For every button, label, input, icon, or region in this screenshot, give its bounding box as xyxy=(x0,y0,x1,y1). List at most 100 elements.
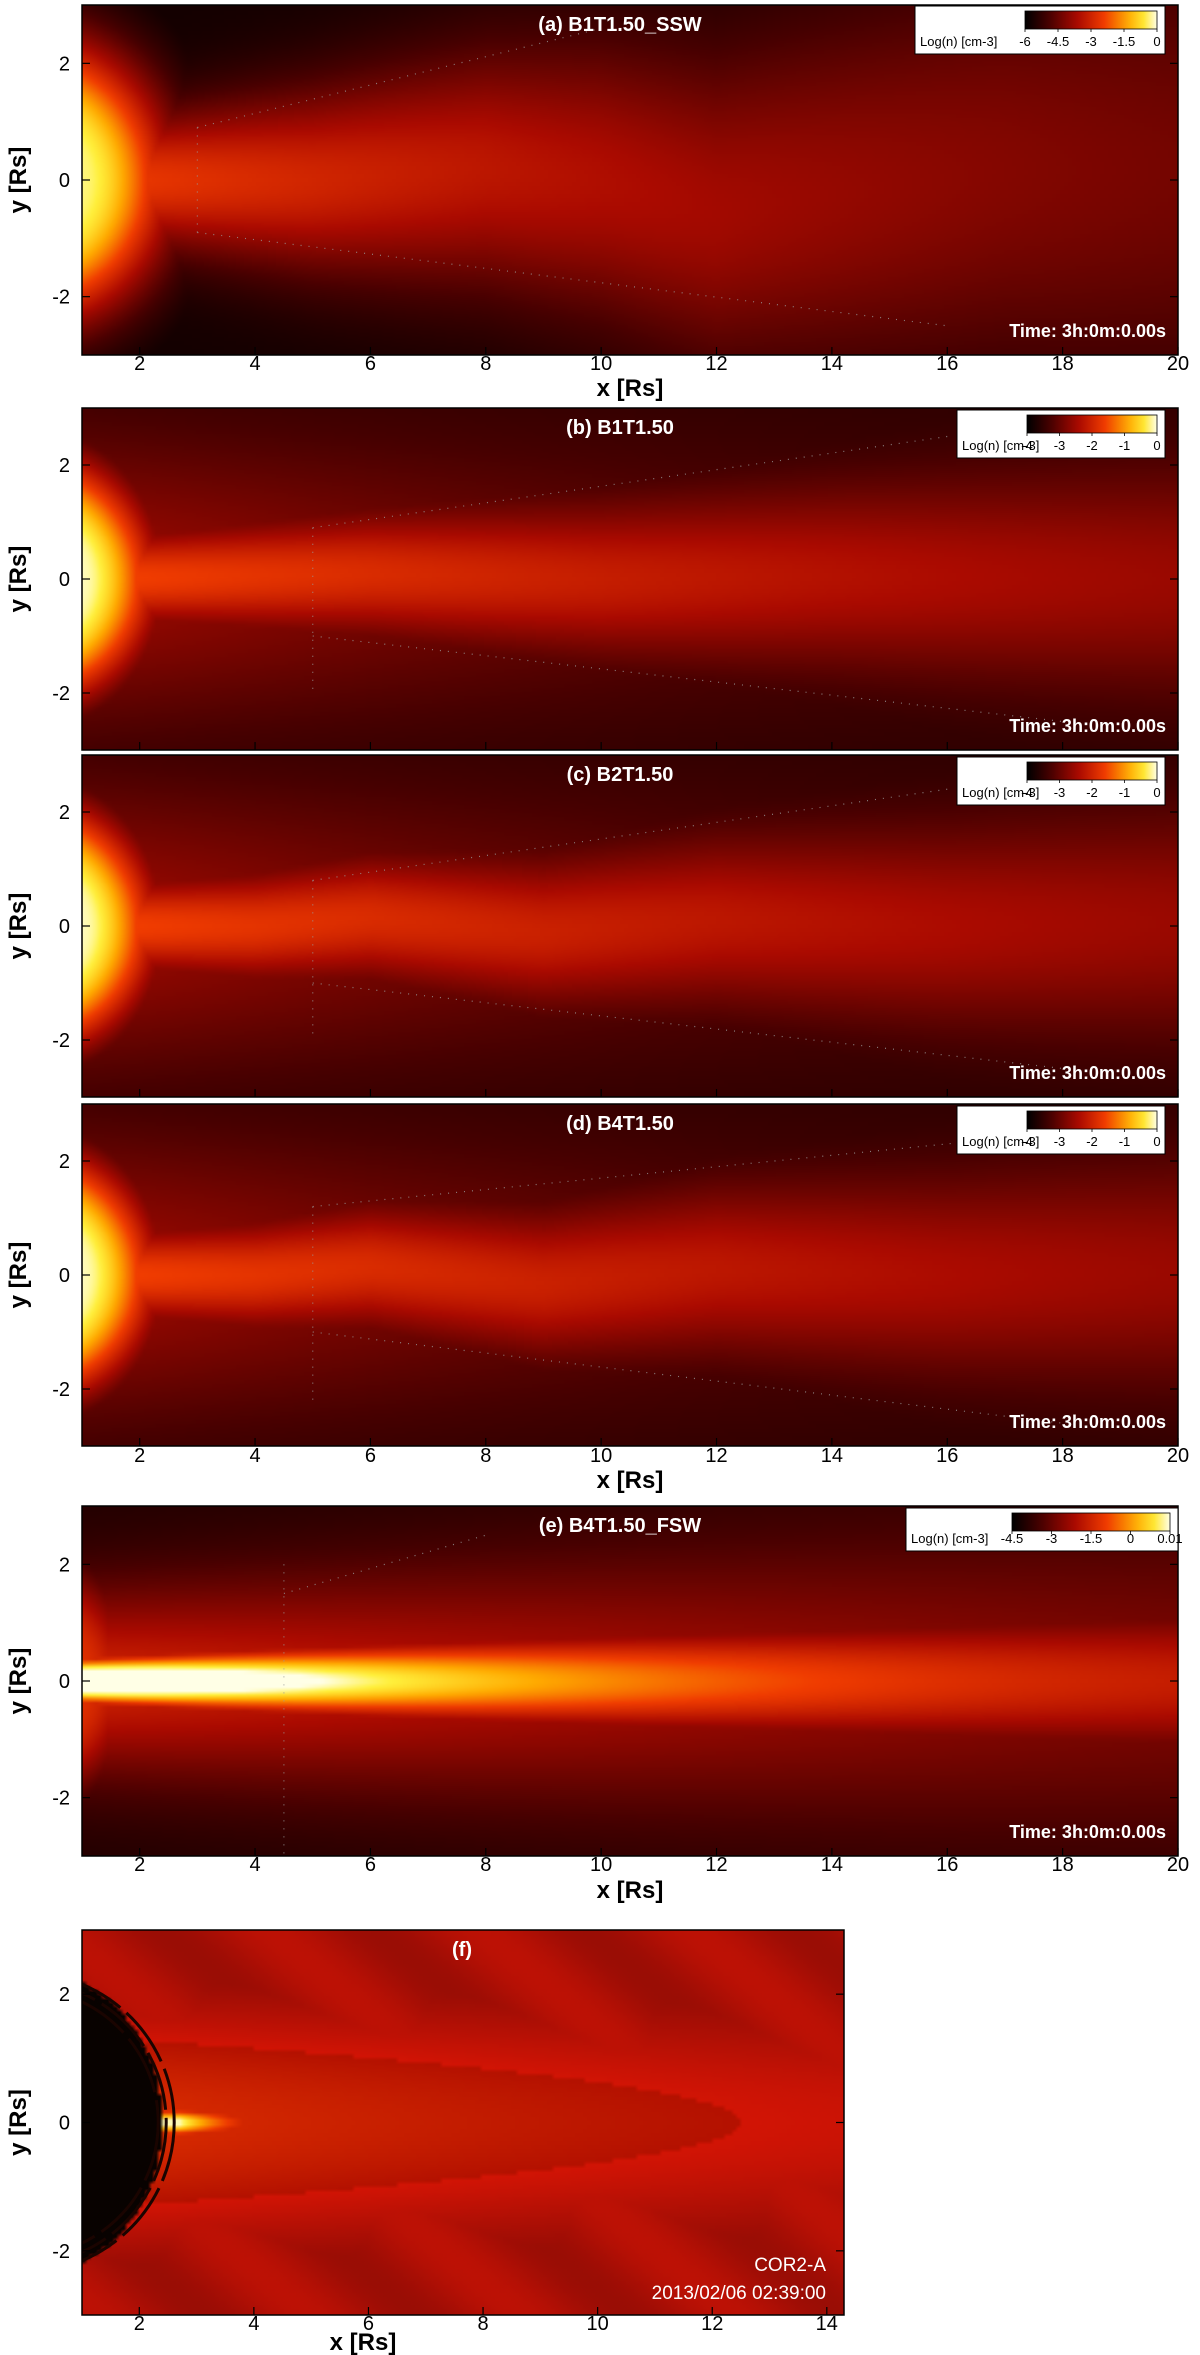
x-tick-label: 12 xyxy=(705,1445,727,1467)
x-tick-label: 2 xyxy=(134,1854,145,1876)
colorbar-tick-label: -4.5 xyxy=(1047,34,1069,49)
density-map xyxy=(82,408,1178,750)
colorbar-tick-label: -3 xyxy=(1085,34,1097,49)
y-tick-label: 2 xyxy=(59,455,70,477)
colorbar-tick-label: 0 xyxy=(1153,785,1160,800)
x-tick-label: 18 xyxy=(1052,1445,1074,1467)
x-tick-label: 4 xyxy=(249,353,260,375)
occulter-ring xyxy=(82,2000,160,2245)
colorbar-tick-label: -3 xyxy=(1054,785,1066,800)
panel-e: -2 0 2 2 4 6 8 10 12 14 16 18 20 y [Rs] x [Rs] (e) B4T1… xyxy=(5,1505,1189,1904)
colorbar-tick-label: -2 xyxy=(1086,1134,1098,1149)
y-tick-label: -2 xyxy=(52,683,70,705)
x-tick-label: 14 xyxy=(821,353,843,375)
panel-d: -2 0 2 2 4 6 8 10 12 14 16 18 20 y [Rs] x [Rs] (d) B4T1… xyxy=(5,1103,1189,1494)
x-tick-label: 16 xyxy=(936,1854,958,1876)
colorbar-tick-label: -1.5 xyxy=(1080,1531,1102,1546)
time-label: Time: 3h:0m:0.00s xyxy=(1009,1822,1166,1842)
colorbar-label: Log(n) [cm-3] xyxy=(911,1531,988,1546)
panel-title: (d) B4T1.50 xyxy=(566,1113,674,1135)
x-tick-label: 12 xyxy=(705,353,727,375)
panel-title: (a) B1T1.50_SSW xyxy=(538,14,702,36)
x-tick-label: 6 xyxy=(363,2313,374,2335)
y-tick-label: -2 xyxy=(52,287,70,309)
x-tick-label: 6 xyxy=(365,1445,376,1467)
y-tick-label: 2 xyxy=(59,1554,70,1576)
colorbar-tick-label: 0 xyxy=(1127,1531,1134,1546)
panel-f: -2 0 2 2 4 6 8 10 12 14 y [Rs] x [Rs] (f) COR2-A 2013/… xyxy=(5,1929,845,2355)
density-map xyxy=(82,5,1178,355)
colorbar-tick-label: -1 xyxy=(1119,438,1131,453)
colorbar-tick-label: 0 xyxy=(1153,1134,1160,1149)
colorbar-tick-label: -1 xyxy=(1119,785,1131,800)
x-tick-label: 20 xyxy=(1167,1445,1189,1467)
x-tick-label: 10 xyxy=(590,353,612,375)
time-label: Time: 3h:0m:0.00s xyxy=(1009,1063,1166,1083)
x-axis-label: x [Rs] xyxy=(597,1467,664,1494)
x-tick-label: 8 xyxy=(477,2313,488,2335)
colorbar-tick-label: 0 xyxy=(1153,438,1160,453)
colorbar: Log(n) [cm-3]-4 -3 -2 -1 0 xyxy=(956,409,1166,459)
colorbar-tick-label: -2 xyxy=(1086,438,1098,453)
y-tick-label: 2 xyxy=(59,1984,70,2006)
x-tick-label: 14 xyxy=(821,1445,843,1467)
colorbar: Log(n) [cm-3] -4.5 -3 -1.5 0 0.01 xyxy=(905,1507,1183,1552)
y-axis-label: y [Rs] xyxy=(5,147,32,214)
colorbar-tick-label: 0 xyxy=(1153,34,1160,49)
grid-boundary-line xyxy=(312,788,948,881)
x-axis-label: x [Rs] xyxy=(330,2329,397,2355)
panel-c: -2 0 2 y [Rs] (c) B2T1.50 Time: 3h:0m:0.00s Lo… xyxy=(5,754,1179,1098)
colorbar-tick-label: -3 xyxy=(1046,1531,1058,1546)
y-tick-label: 0 xyxy=(59,2113,70,2135)
x-tick-label: 18 xyxy=(1052,1854,1074,1876)
panel-title: (c) B2T1.50 xyxy=(567,764,674,786)
colorbar: Log(n) [cm-3]-4 -3 -2 -1 0 xyxy=(956,756,1166,806)
colorbar: Log(n) [cm-3] -6 -4.5 -3 -1.5 0 xyxy=(914,5,1166,55)
x-axis-label: x [Rs] xyxy=(597,375,664,402)
occulter-ring xyxy=(82,1991,168,2254)
colorbar-tick-label: -6 xyxy=(1019,34,1031,49)
colorbar-label: Log(n) [cm-3] xyxy=(962,1134,1039,1149)
density-map xyxy=(82,755,1178,1097)
y-tick-label: 2 xyxy=(59,1151,70,1173)
time-label: Time: 3h:0m:0.00s xyxy=(1009,1412,1166,1432)
y-tick-label: -2 xyxy=(52,2241,70,2263)
colorbar-tick-label: 0.01 xyxy=(1157,1531,1182,1546)
x-tick-label: 10 xyxy=(587,2313,609,2335)
y-tick-label: 2 xyxy=(59,53,70,75)
colorbar-gradient xyxy=(1026,1110,1158,1130)
colorbar-tick-label: -4 xyxy=(1021,785,1033,800)
colorbar-gradient xyxy=(1011,1512,1171,1532)
colorbar-tick-label: -3 xyxy=(1054,438,1066,453)
y-axis-label: y [Rs] xyxy=(5,1648,32,1715)
y-axis-label: y [Rs] xyxy=(5,2089,32,2156)
x-tick-label: 6 xyxy=(365,353,376,375)
x-tick-label: 6 xyxy=(365,1854,376,1876)
y-axis-label: y [Rs] xyxy=(5,893,32,960)
colorbar-gradient xyxy=(1026,414,1158,434)
x-tick-label: 16 xyxy=(936,353,958,375)
y-tick-label: 0 xyxy=(59,170,70,192)
x-axis-label: x [Rs] xyxy=(597,1877,664,1904)
x-tick-label: 8 xyxy=(480,353,491,375)
density-map xyxy=(82,1104,1178,1446)
x-tick-label: 16 xyxy=(936,1445,958,1467)
datetime-label: 2013/02/06 02:39:00 xyxy=(652,2283,826,2304)
colorbar-tick-label: -4.5 xyxy=(1001,1531,1023,1546)
time-label: Time: 3h:0m:0.00s xyxy=(1009,716,1166,736)
grid-boundary-line xyxy=(312,435,948,529)
x-tick-label: 14 xyxy=(821,1854,843,1876)
panel-a: -2 0 2 2 4 6 8 10 12 14 16 18 20 y [Rs] x [Rs] (a) B1T1… xyxy=(5,4,1189,402)
density-map xyxy=(82,1930,844,2315)
x-tick-label: 10 xyxy=(590,1854,612,1876)
x-tick-label: 14 xyxy=(816,2313,838,2335)
colorbar-gradient xyxy=(1024,10,1158,30)
colorbar-label: Log(n) [cm-3] xyxy=(962,785,1039,800)
colorbar: Log(n) [cm-3]-4 -3 -2 -1 0 xyxy=(956,1105,1166,1155)
x-tick-label: 8 xyxy=(480,1854,491,1876)
occulter xyxy=(82,1982,176,2263)
y-tick-label: 0 xyxy=(59,1265,70,1287)
colorbar-tick-label: -4 xyxy=(1021,438,1033,453)
x-tick-label: 12 xyxy=(701,2313,723,2335)
x-tick-label: 20 xyxy=(1167,1854,1189,1876)
